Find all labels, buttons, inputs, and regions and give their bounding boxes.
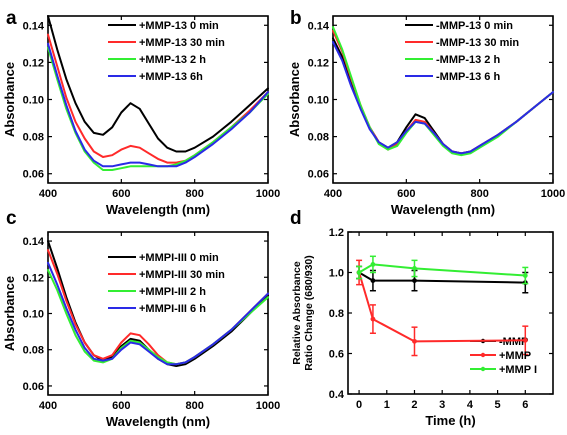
x-tick-label: 4 <box>467 399 474 411</box>
data-point <box>412 338 417 344</box>
data-point <box>412 278 417 283</box>
x-tick-label: 600 <box>397 188 415 200</box>
x-axis-label: Wavelength (nm) <box>106 202 210 217</box>
x-axis-label: Time (h) <box>425 413 475 428</box>
x-tick-label: 5 <box>495 399 501 411</box>
legend-label: -MMP-13 30 min <box>436 37 519 49</box>
y-tick-label: 0.14 <box>23 236 45 248</box>
panel-letter: d <box>290 208 302 229</box>
y-tick-label: 1.2 <box>329 227 344 239</box>
y-tick-label: 0.06 <box>23 169 44 181</box>
legend-marker <box>480 352 486 358</box>
x-axis-label: Wavelength (nm) <box>106 414 210 429</box>
x-tick-label: 6 <box>522 399 528 411</box>
legend-label: +MMP-13 6h <box>139 71 203 83</box>
x-axis-label: Wavelength (nm) <box>391 202 495 217</box>
legend-label: +MMP <box>499 350 531 362</box>
y-tick-label: 0.12 <box>23 57 44 69</box>
data-point <box>370 316 376 322</box>
y-axis-label: Absorbance <box>287 62 302 137</box>
y-tick-label: 0.10 <box>23 309 44 321</box>
x-tick-label: 3 <box>439 399 445 411</box>
y-tick-label: 0.10 <box>23 95 44 107</box>
panel-letter: a <box>6 8 17 29</box>
legend-label: +MMPI-III 0 min <box>139 252 219 264</box>
legend-marker <box>480 366 486 372</box>
legend-label: +MMP-13 0 min <box>139 20 219 32</box>
y-axis-label: Absorbance <box>2 276 17 351</box>
data-point <box>370 262 376 267</box>
legend-label: -MMP-13 2 h <box>436 54 500 66</box>
legend-label: +MMP-13 30 min <box>139 37 225 49</box>
x-tick-label: 600 <box>112 188 130 200</box>
legend-label: +MMPI-III 6 h <box>139 303 206 315</box>
y-axis-label: Absorbance <box>2 62 17 137</box>
legend-label: +MMPI-III 2 h <box>139 286 206 298</box>
panel-c: c 0.06 0.08 0.10 0.12 0.14 400 600 800 1000 Wavele… <box>2 208 280 429</box>
x-tick-label: 800 <box>470 188 488 200</box>
x-tick-label: 800 <box>185 188 203 200</box>
panel-b: b 0.06 0.08 0.10 0.12 0.14 400 600 800 1000 Wavele… <box>287 8 565 217</box>
y-tick-label: 0.12 <box>308 57 329 69</box>
series-line-a-3 <box>47 42 269 168</box>
panel-letter: c <box>6 208 17 229</box>
x-tick-label: 0 <box>356 399 362 411</box>
panel-letter: b <box>290 8 302 29</box>
series-line-d-2 <box>358 263 527 277</box>
y-tick-label: 0.8 <box>329 308 344 320</box>
series-line-b-3 <box>332 41 554 155</box>
series-line-d-1 <box>358 271 527 343</box>
series-line-a-0 <box>47 15 269 153</box>
y-tick-label: 0.4 <box>329 389 345 401</box>
x-tick-label: 400 <box>39 400 57 412</box>
panel-d: d 0.4 0.6 0.8 1.0 1.2 0 1 2 3 4 5 6 Time (h) Relative … <box>290 208 554 428</box>
y-tick-label: 0.10 <box>308 95 329 107</box>
data-point <box>356 270 362 275</box>
y-tick-label: 0.08 <box>308 132 329 144</box>
y-tick-label: 0.14 <box>308 20 330 32</box>
x-tick-label: 600 <box>112 400 130 412</box>
legend-label: -MMP-13 6 h <box>436 71 500 83</box>
x-tick-label: 800 <box>185 400 203 412</box>
y-tick-label: 1.0 <box>329 268 344 280</box>
legend-label: -MMP <box>499 336 528 348</box>
y-axis-label-line: Ratio Change (680/930) <box>303 255 315 371</box>
data-point <box>370 278 376 283</box>
y-tick-label: 0.06 <box>23 381 44 393</box>
legend-label: -MMP-13 0 min <box>436 20 513 32</box>
series-line-b-1 <box>332 29 554 155</box>
series-line-d-0 <box>358 271 527 284</box>
data-point <box>522 273 528 278</box>
series-line-c-2 <box>47 269 269 366</box>
x-tick-label: 1000 <box>256 400 280 412</box>
x-tick-label: 1 <box>384 399 390 411</box>
legend-label: +MMP-13 2 h <box>139 54 206 66</box>
data-point <box>412 266 417 271</box>
legend-label: +MMP I <box>499 364 537 376</box>
y-tick-label: 0.12 <box>23 272 44 284</box>
y-axis-label-line: Relative Absorbance <box>291 261 303 365</box>
x-tick-label: 1000 <box>541 188 565 200</box>
data-point <box>522 337 528 343</box>
panel-a: a 0.06 0.08 0.10 0.12 0.14 400 600 800 1000 Wavele… <box>2 8 280 217</box>
series-line-c-3 <box>47 261 269 366</box>
y-tick-label: 0.06 <box>308 169 329 181</box>
legend-label: +MMPI-III 30 min <box>139 269 225 281</box>
x-tick-label: 1000 <box>256 188 280 200</box>
y-tick-label: 0.6 <box>329 349 344 361</box>
y-tick-label: 0.08 <box>23 132 44 144</box>
x-tick-label: 400 <box>39 188 57 200</box>
x-tick-label: 400 <box>324 188 342 200</box>
y-tick-label: 0.08 <box>23 345 44 357</box>
x-tick-label: 2 <box>411 399 417 411</box>
y-tick-label: 0.14 <box>23 20 45 32</box>
